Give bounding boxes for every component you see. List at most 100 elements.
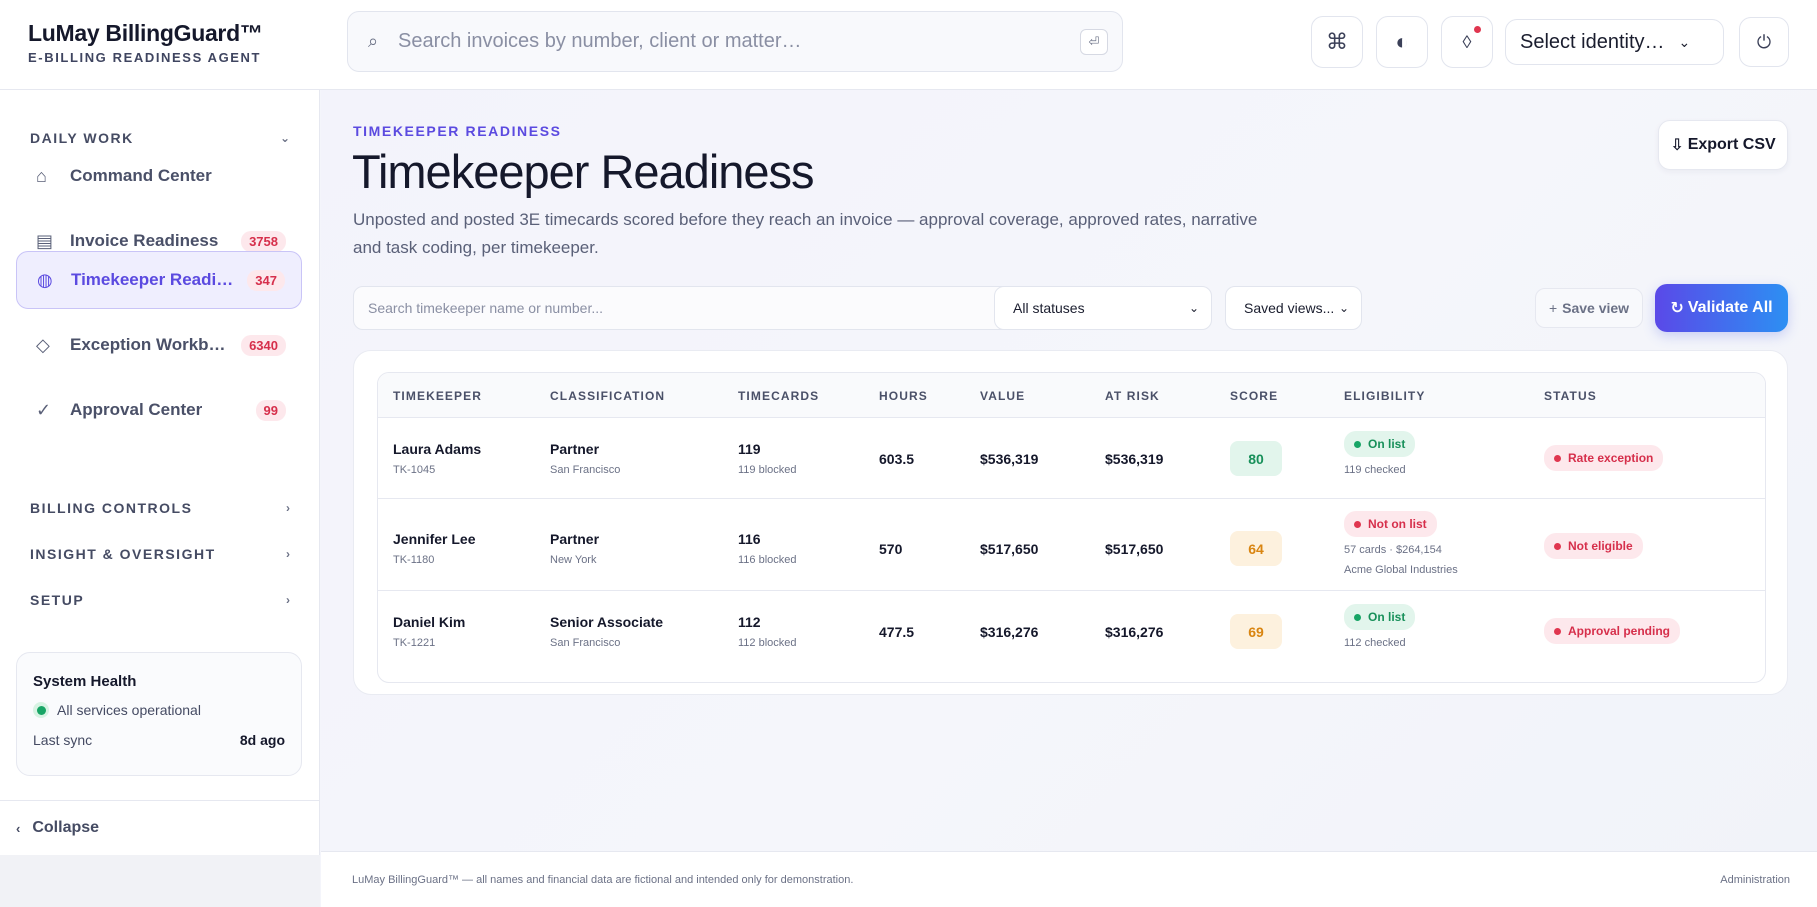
timecards-cell: 116 116 blocked (738, 531, 797, 566)
global-search-input[interactable] (398, 12, 1080, 71)
refresh-icon: ↻ (1670, 300, 1684, 317)
eligibility-client: Acme Global Industries (1344, 564, 1458, 576)
timekeeper-id: TK-1221 (393, 637, 436, 649)
status-badge: Approval pending (1544, 618, 1680, 644)
table-row[interactable]: Laura Adams TK-1045 Partner San Francisc… (378, 418, 1765, 499)
collapse-sidebar-button[interactable]: ‹ Collapse (0, 800, 320, 855)
status-dot-icon (33, 702, 49, 718)
status-filter-select[interactable]: All statuses ⌄ (994, 286, 1212, 330)
eligibility-detail: 112 checked (1344, 637, 1406, 649)
nav-group-billing-controls[interactable]: BILLING CONTROLS › (30, 500, 290, 516)
home-icon: ⌂ (36, 165, 47, 186)
timekeeper-name[interactable]: Laura Adams (393, 441, 482, 457)
identity-select[interactable]: Select identity… ⌄ (1505, 19, 1724, 65)
column-header-score[interactable]: SCORE (1230, 389, 1279, 403)
top-bar: LuMay BillingGuard™ E-BILLING READINESS … (0, 0, 1817, 90)
save-view-button[interactable]: + Save view (1535, 288, 1643, 328)
nav-group-setup[interactable]: SETUP › (30, 592, 290, 608)
timecards-blocked: 116 blocked (738, 554, 797, 566)
page-eyebrow: TIMEKEEPER READINESS (353, 123, 562, 139)
eligibility-pill: On list (1344, 604, 1416, 630)
sidebar-item-label: Invoice Readiness (70, 231, 219, 250)
classification-cell: Senior Associate San Francisco (550, 614, 663, 649)
office: New York (550, 554, 597, 566)
hours-value: 603.5 (879, 451, 915, 467)
page-description: Unposted and posted 3E timecards scored … (353, 210, 1258, 257)
eligibility-cell: On list 112 checked (1344, 604, 1416, 653)
classification: Partner (550, 531, 600, 547)
plus-icon: + (1548, 300, 1558, 316)
hours-value: 477.5 (879, 624, 915, 640)
column-header-eligibility[interactable]: ELIGIBILITY (1344, 389, 1426, 403)
column-header-status[interactable]: STATUS (1544, 389, 1597, 403)
theme-toggle-button[interactable]: ◐ (1376, 16, 1428, 68)
status-cell: Not eligible (1544, 533, 1643, 559)
sidebar-item-timekeeper-readiness[interactable]: ◍ Timekeeper Readiness 347 (16, 251, 302, 309)
count-badge: 6340 (241, 334, 286, 356)
timekeeper-name[interactable]: Daniel Kim (393, 614, 466, 630)
chevron-down-icon: ⌄ (1338, 301, 1349, 315)
column-header-timecards[interactable]: TIMECARDS (738, 389, 820, 403)
status-badge: Rate exception (1544, 445, 1664, 471)
column-header-classification[interactable]: CLASSIFICATION (550, 389, 666, 403)
sidebar-item-exception-workbench[interactable]: ◇ Exception Workbench 6340 (16, 316, 302, 374)
timekeeper-cell: Jennifer Lee TK-1180 (393, 531, 475, 566)
validate-all-button[interactable]: ↻ Validate All (1655, 284, 1788, 332)
sidebar-item-invoice-readiness[interactable]: ▤ Invoice Readiness 3758 (16, 212, 302, 270)
status-cell: Approval pending (1544, 618, 1680, 644)
system-health-status-text: All services operational (57, 702, 201, 718)
timekeeper-search-input[interactable] (368, 300, 1028, 316)
global-search[interactable]: ⌕ ⏎ (347, 11, 1123, 72)
table-row[interactable]: Jennifer Lee TK-1180 Partner New York 11… (378, 499, 1765, 591)
column-header-hours[interactable]: HOURS (879, 389, 928, 403)
document-list-icon: ▤ (36, 230, 54, 251)
score-badge: 69 (1230, 614, 1282, 649)
nav-group-insight-oversight[interactable]: INSIGHT & OVERSIGHT › (30, 546, 290, 562)
brand[interactable]: LuMay BillingGuard™ E-BILLING READINESS … (28, 20, 263, 65)
timecards-blocked: 119 blocked (738, 464, 797, 476)
nav-group-label: INSIGHT & OVERSIGHT (30, 546, 216, 562)
sidebar-item-command-center[interactable]: ⌂ Command Center (16, 147, 302, 205)
diamond-icon: ◊ (1462, 31, 1472, 52)
classification: Partner (550, 441, 600, 457)
classification-cell: Partner San Francisco (550, 441, 620, 476)
timecards-count: 116 (738, 531, 761, 547)
saved-views-select[interactable]: Saved views... ⌄ (1225, 286, 1362, 330)
at-risk-amount: $316,276 (1105, 624, 1164, 640)
identity-label: Select identity… (1520, 30, 1665, 53)
collapse-label: Collapse (32, 819, 100, 836)
classification: Senior Associate (550, 614, 664, 630)
count-badge: 347 (247, 269, 285, 291)
nav-group-daily-work[interactable]: DAILY WORK ⌄ (30, 130, 290, 146)
export-csv-button[interactable]: ⇩ Export CSV (1658, 120, 1788, 170)
column-header-value[interactable]: VALUE (980, 389, 1026, 403)
eligibility-pill: Not on list (1344, 511, 1437, 537)
last-sync-label: Last sync (33, 732, 93, 748)
last-sync-value: 8d ago (239, 732, 285, 748)
contrast-icon: ◐ (1395, 29, 1409, 54)
diamond-icon: ◇ (36, 334, 50, 355)
timekeeper-name[interactable]: Jennifer Lee (393, 531, 476, 547)
column-header-at-risk[interactable]: AT RISK (1105, 389, 1160, 403)
score-badge: 64 (1230, 531, 1282, 566)
timekeeper-search[interactable] (353, 286, 1029, 330)
gauge-icon: ◍ (37, 269, 53, 290)
timekeeper-id: TK-1180 (393, 554, 435, 566)
system-health-title: System Health (33, 673, 137, 690)
table-row[interactable]: Daniel Kim TK-1221 Senior Associate San … (378, 591, 1765, 672)
command-icon: ⌘ (1326, 29, 1348, 54)
enter-key-icon: ⏎ (1080, 28, 1108, 55)
classification-cell: Partner New York (550, 531, 599, 566)
at-risk-amount: $536,319 (1105, 451, 1164, 467)
value-amount: $517,650 (980, 541, 1039, 557)
brand-tagline: E-BILLING READINESS AGENT (28, 50, 262, 65)
power-button[interactable]: ⏻ (1739, 17, 1789, 67)
sidebar-item-approval-center[interactable]: ✓ Approval Center 99 (16, 381, 302, 439)
sidebar-item-label: Timekeeper Readiness (71, 270, 240, 289)
column-header-timekeeper[interactable]: TIMEKEEPER (393, 389, 483, 403)
footer-administration-link[interactable]: Administration (1720, 874, 1790, 886)
sidebar-item-label: Approval Center (70, 400, 203, 419)
chevron-down-icon: ⌄ (1678, 33, 1691, 50)
notifications-button[interactable]: ◊ (1441, 16, 1493, 68)
command-palette-button[interactable]: ⌘ (1311, 16, 1363, 68)
